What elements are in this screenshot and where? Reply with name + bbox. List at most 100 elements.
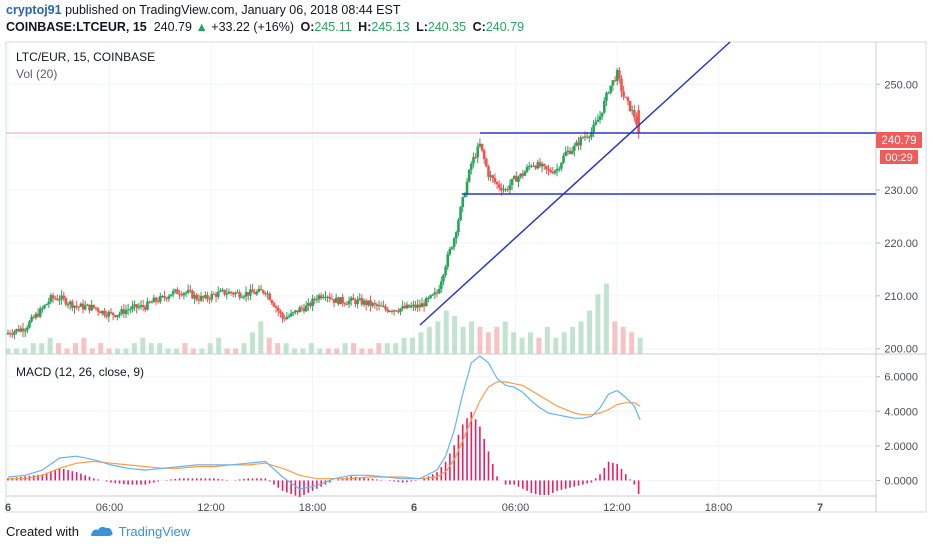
candle-body <box>255 291 259 295</box>
candle-body <box>397 311 400 313</box>
candle-body <box>418 304 422 308</box>
candle-body <box>628 100 632 112</box>
candle-body <box>152 297 156 303</box>
candle-body <box>375 304 379 306</box>
candle-body <box>422 303 426 307</box>
candle-body <box>167 296 171 299</box>
candle-body <box>161 296 164 298</box>
candle-body <box>341 297 344 304</box>
volume-bar <box>275 343 281 354</box>
candle-body <box>630 110 634 112</box>
candle-body <box>176 289 179 295</box>
candle-body <box>43 305 46 309</box>
candle-body <box>171 291 175 295</box>
candle-body <box>433 292 437 295</box>
candle-body <box>504 189 507 191</box>
candle-body <box>523 171 527 176</box>
volume-bar <box>283 343 289 354</box>
candle-body <box>186 289 190 293</box>
candle-body <box>360 298 364 305</box>
candle-body <box>261 290 265 293</box>
candle-body <box>622 91 625 97</box>
volume-bar <box>519 337 525 354</box>
volume-bar <box>190 348 196 354</box>
candle-body <box>624 96 628 98</box>
candle-body <box>330 298 334 300</box>
candle-body <box>17 329 21 332</box>
time-tick-label: 18:00 <box>705 502 733 514</box>
candle-body <box>289 313 293 317</box>
candle-body <box>412 304 415 306</box>
chart-area[interactable]: 200.00210.00220.00230.00240.00250.000.00… <box>0 38 932 538</box>
candle-body <box>328 296 332 299</box>
candle-body <box>257 288 261 292</box>
candle-body <box>242 296 246 298</box>
candle-body <box>566 150 570 152</box>
candle-body <box>139 305 143 307</box>
volume-bar <box>603 283 609 354</box>
candle-body <box>309 302 312 307</box>
candle-body <box>143 307 147 310</box>
candle-body <box>120 309 123 314</box>
ascending-trendline[interactable] <box>419 41 731 326</box>
change-value: +33.22 (+16%) <box>211 20 294 34</box>
candle-body <box>388 310 392 312</box>
volume-bar <box>106 348 112 354</box>
candle-body <box>302 308 306 312</box>
candle-body <box>534 166 537 169</box>
volume-bar <box>452 316 458 354</box>
candle-body <box>620 78 623 92</box>
author-link[interactable]: cryptoj91 <box>6 3 62 17</box>
macd-line <box>7 355 641 490</box>
candle-body <box>156 301 160 303</box>
candle-body <box>579 137 583 146</box>
candle-body <box>512 175 516 179</box>
candle-body <box>264 292 267 294</box>
candle-body <box>562 155 565 163</box>
price-tick-label: 200.00 <box>884 344 918 356</box>
candle-body <box>399 308 402 312</box>
time-tick-label: 7 <box>817 502 823 514</box>
volume-bar <box>199 348 205 354</box>
volume-bar <box>393 343 399 354</box>
candle-body <box>274 306 278 308</box>
pane-macd-title: MACD (12, 26, close, 9) <box>16 365 144 379</box>
candle-body <box>478 143 482 147</box>
candle-body <box>551 172 555 174</box>
candle-body <box>133 304 136 307</box>
candle-body <box>111 312 115 316</box>
candle-body <box>56 298 59 301</box>
volume-bar <box>443 310 449 354</box>
volume-bar <box>401 337 407 354</box>
candle-body <box>128 309 132 311</box>
tradingview-brand-link[interactable]: TradingView <box>118 524 191 539</box>
volume-bar <box>266 337 272 354</box>
candle-body <box>193 294 196 299</box>
candles <box>6 67 640 340</box>
candle-body <box>246 292 250 296</box>
candle-body <box>276 307 280 312</box>
volume-bar <box>629 332 635 354</box>
time-tick-label: 12:00 <box>197 502 225 514</box>
candle-body <box>392 310 396 312</box>
candle-body <box>322 297 325 299</box>
volume-bar <box>511 332 517 354</box>
candle-body <box>457 220 460 233</box>
footer: Created with TradingView <box>6 524 190 539</box>
candle-body <box>81 303 85 310</box>
published-text: published on TradingView.com, January 06… <box>65 3 401 17</box>
candle-body <box>270 300 274 304</box>
candle-body <box>304 305 308 312</box>
pane-volume-title: Vol (20) <box>16 67 57 81</box>
candle-body <box>538 162 542 167</box>
volume-bar <box>426 326 432 354</box>
volume-bar <box>637 337 643 354</box>
volume-bar <box>81 337 87 354</box>
candle-body <box>253 292 256 295</box>
candle-body <box>386 309 389 312</box>
candle-body <box>163 296 166 298</box>
volume-bar <box>595 294 601 354</box>
candle-body <box>294 310 297 313</box>
volume-bar <box>359 348 365 354</box>
candle-body <box>444 266 447 276</box>
